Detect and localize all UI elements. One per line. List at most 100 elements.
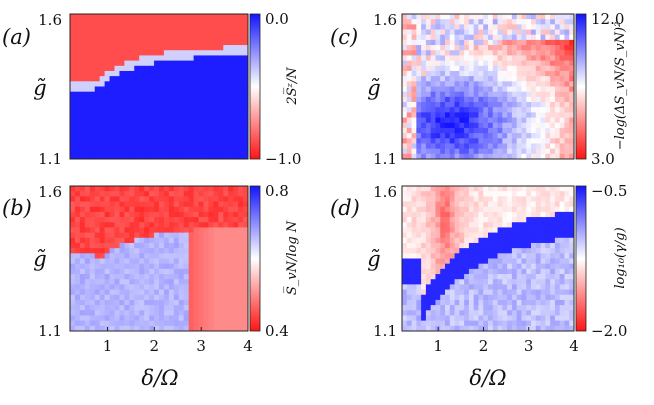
heatmap-cell xyxy=(478,60,484,67)
heatmap-cell xyxy=(119,289,125,296)
heatmap-cell xyxy=(497,24,503,30)
heatmap-cell xyxy=(459,65,465,72)
heatmap-cell xyxy=(502,133,508,139)
heatmap-cell xyxy=(99,315,106,322)
heatmap-cell xyxy=(99,112,106,118)
heatmap-cell xyxy=(134,191,140,197)
heatmap-cell xyxy=(74,222,81,228)
colorbar-min-c: 3.0 xyxy=(591,150,615,168)
heatmap-cell xyxy=(468,186,475,192)
heatmap-cell xyxy=(559,70,565,77)
heatmap-cell xyxy=(213,305,219,311)
heatmap-cell xyxy=(84,29,91,36)
heatmap-cell xyxy=(416,39,422,46)
heatmap-cell xyxy=(188,81,195,87)
heatmap-cell xyxy=(79,60,86,67)
heatmap-cell xyxy=(416,76,422,82)
heatmap-cell xyxy=(208,320,214,327)
heatmap-cell xyxy=(228,253,234,259)
heatmap-cell xyxy=(193,107,199,113)
heatmap-cell xyxy=(119,91,125,98)
heatmap-cell xyxy=(445,91,451,98)
heatmap-cell xyxy=(233,227,239,234)
heatmap-cell xyxy=(425,268,432,275)
heatmap-cell xyxy=(124,253,130,259)
heatmap-cell xyxy=(445,191,451,197)
heatmap-cell xyxy=(218,153,224,160)
heatmap-cell xyxy=(183,237,190,244)
heatmap-cell xyxy=(473,279,479,285)
heatmap-cell xyxy=(554,117,561,124)
heatmap-cell xyxy=(168,310,175,316)
heatmap-cell xyxy=(233,186,239,192)
heatmap-cell xyxy=(223,310,229,316)
heatmap-cell xyxy=(144,227,150,234)
heatmap-cell xyxy=(198,102,204,108)
heatmap-cell xyxy=(243,45,249,51)
heatmap-cell xyxy=(129,320,135,327)
heatmap-cell xyxy=(406,143,412,150)
heatmap-cell xyxy=(149,242,155,249)
heatmap-cell xyxy=(445,320,451,327)
heatmap-cell xyxy=(435,14,441,20)
heatmap-cell xyxy=(223,320,229,327)
heatmap-cell xyxy=(163,133,170,139)
heatmap-cell xyxy=(554,268,561,275)
heatmap-cell xyxy=(168,70,175,77)
heatmap-cell xyxy=(511,294,518,301)
heatmap-cell xyxy=(402,284,408,290)
heatmap-cell xyxy=(478,186,484,192)
heatmap-cell xyxy=(178,253,185,259)
heatmap-cell xyxy=(492,299,498,306)
heatmap-cell xyxy=(74,284,81,290)
heatmap-cell xyxy=(168,201,175,208)
heatmap-cell xyxy=(89,242,96,249)
heatmap-cell xyxy=(445,14,451,20)
heatmap-cell xyxy=(435,237,441,244)
heatmap-cell xyxy=(74,289,81,296)
heatmap-cell xyxy=(559,263,565,270)
heatmap-cell xyxy=(445,122,451,129)
heatmap-cell xyxy=(223,186,229,192)
heatmap-cell xyxy=(473,81,479,87)
heatmap-cell xyxy=(193,274,199,280)
heatmap-cell xyxy=(89,127,96,134)
heatmap-cell xyxy=(84,107,91,113)
heatmap-cell xyxy=(492,148,498,155)
heatmap-cell xyxy=(526,107,532,113)
heatmap-cell xyxy=(154,242,160,249)
heatmap-cell xyxy=(478,222,484,228)
heatmap-cell xyxy=(497,39,503,46)
heatmap-cell xyxy=(468,133,475,139)
heatmap-cell xyxy=(74,19,81,25)
heatmap-cell xyxy=(193,289,199,296)
heatmap-cell xyxy=(74,112,81,118)
heatmap-cell xyxy=(421,81,427,87)
heatmap-cell xyxy=(507,227,513,234)
heatmap-cell xyxy=(203,310,209,316)
heatmap-cell xyxy=(406,91,412,98)
heatmap-cell xyxy=(94,55,101,62)
heatmap-cell xyxy=(168,55,175,62)
x-tick-label: 2 xyxy=(479,337,489,355)
heatmap-cell xyxy=(406,299,412,306)
heatmap-cell xyxy=(213,294,219,301)
heatmap-cell xyxy=(569,217,575,223)
heatmap-cell xyxy=(168,217,175,223)
heatmap-cell xyxy=(569,76,575,82)
heatmap-cell xyxy=(84,258,91,265)
heatmap-cell xyxy=(531,70,537,77)
heatmap-cell xyxy=(416,24,422,30)
heatmap-cell xyxy=(89,258,96,265)
heatmap-cell xyxy=(430,294,436,301)
heatmap-cell xyxy=(228,96,234,103)
heatmap-cell xyxy=(70,191,76,197)
heatmap-cell xyxy=(406,284,412,290)
heatmap-cell xyxy=(139,138,145,144)
heatmap-cell xyxy=(228,107,234,113)
heatmap-cell xyxy=(545,217,551,223)
heatmap-cell xyxy=(70,122,76,129)
heatmap-cell xyxy=(243,232,249,239)
heatmap-cell xyxy=(516,268,522,275)
heatmap-cell xyxy=(193,24,199,30)
